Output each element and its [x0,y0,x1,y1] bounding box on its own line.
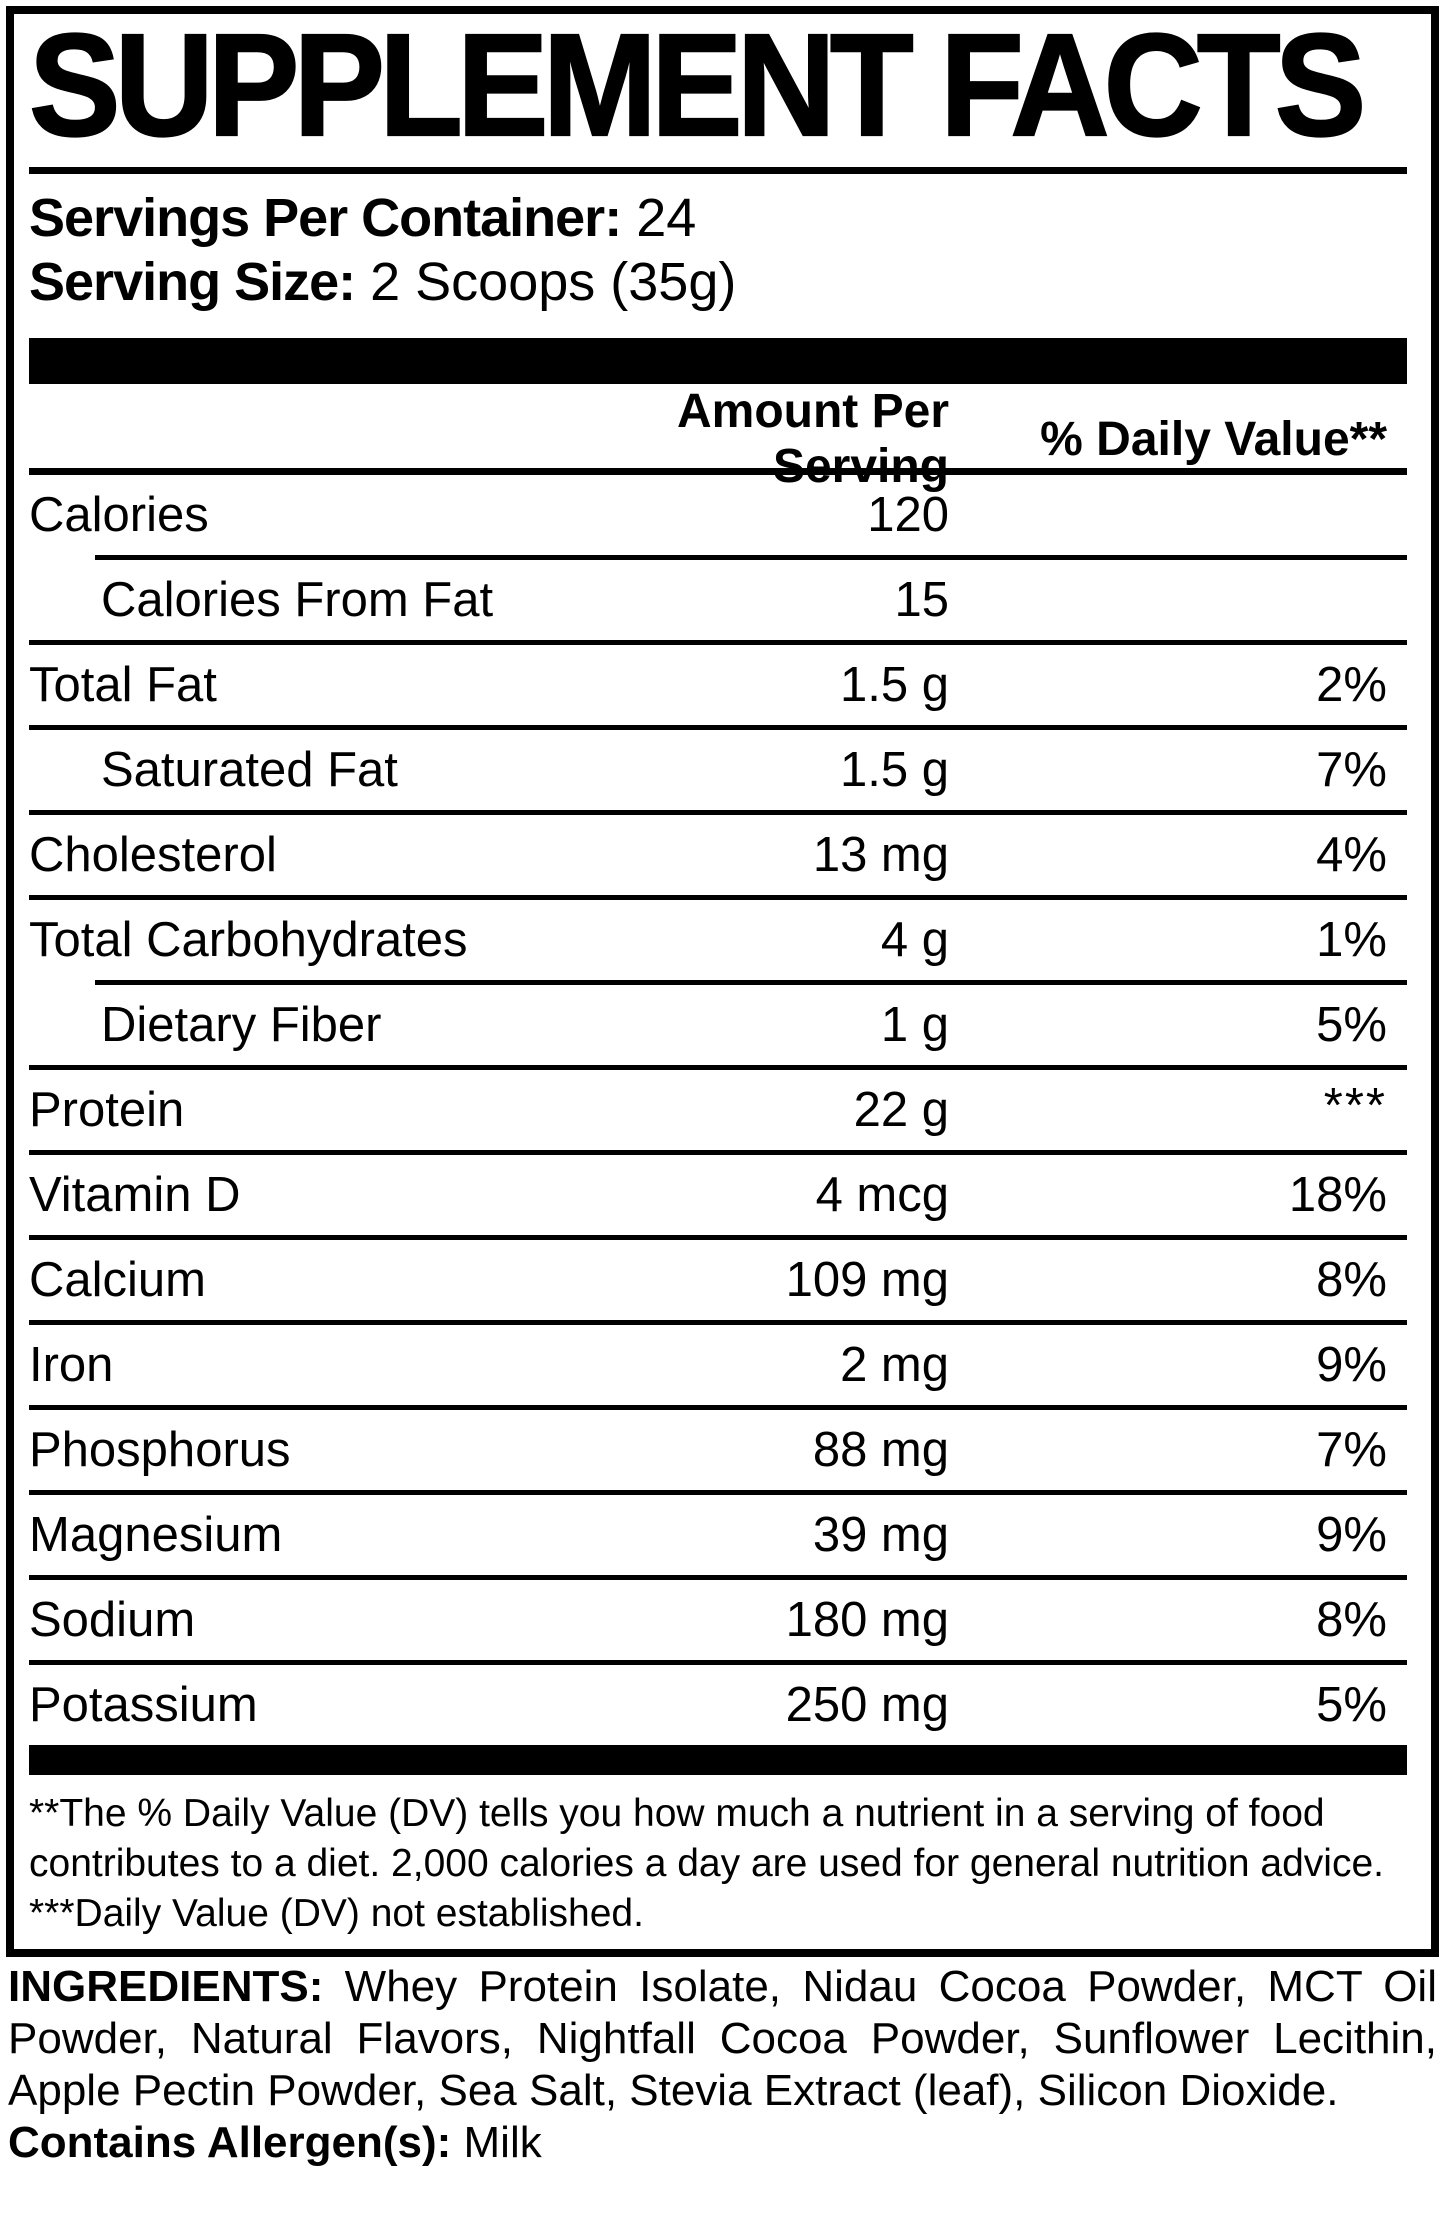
nutrient-amount: 88 mg [812,1423,949,1477]
amount-per-serving-header: Amount Per Serving [676,385,949,493]
nutrient-amount: 1.5 g [840,743,949,797]
footnote-not-established: ***Daily Value (DV) not established. [29,1892,644,1935]
row-separator [29,895,1407,900]
nutrient-amount: 4 mcg [815,1168,949,1222]
section-bar-bottom [29,1745,1407,1775]
facts-box: SUPPLEMENT FACTS Servings Per Container:… [6,6,1439,1957]
nutrient-name: Vitamin D [29,1168,241,1222]
nutrient-name: Calories From Fat [101,573,494,627]
nutrient-name: Magnesium [29,1508,283,1562]
allergen-value: Milk [463,2118,542,2167]
nutrient-amount: 1.5 g [840,658,949,712]
serving-size-label: Serving Size: [29,252,356,312]
row-separator [29,1320,1407,1325]
table-row-dietary-fiber: Dietary Fiber 1 g 5% [29,985,1407,1065]
table-row-magnesium: Magnesium 39 mg 9% [29,1495,1407,1575]
table-row-calories-from-fat: Calories From Fat 15 [29,560,1407,640]
table-row-saturated-fat: Saturated Fat 1.5 g 7% [29,730,1407,810]
row-separator [29,1405,1407,1410]
nutrient-dv: 5% [1316,998,1387,1052]
ingredients-paragraph: INGREDIENTS: Whey Protein Isolate, Nidau… [8,1961,1437,2117]
table-header-row: Amount Per Serving % Daily Value** [29,384,1407,493]
nutrient-dv: 2% [1316,658,1387,712]
servings-per-container-label: Servings Per Container: [29,188,622,248]
table-row-total-fat: Total Fat 1.5 g 2% [29,645,1407,725]
nutrient-dv: 9% [1316,1508,1387,1562]
daily-value-header: % Daily Value** [1040,412,1387,466]
nutrient-dv: 18% [1288,1168,1387,1222]
nutrient-dv: 4% [1316,828,1387,882]
page-title: SUPPLEMENT FACTS [28,3,1367,167]
nutrient-dv: *** [1323,1079,1387,1133]
table-row-cholesterol: Cholesterol 13 mg 4% [29,815,1407,895]
nutrient-dv: 1% [1316,913,1387,967]
footnote-daily-value: **The % Daily Value (DV) tells you how m… [29,1792,1384,1885]
table-row-phosphorus: Phosphorus 88 mg 7% [29,1410,1407,1490]
row-separator-indented [95,555,1407,560]
ingredients-label: INGREDIENTS: [8,1962,324,2011]
nutrient-dv: 8% [1316,1253,1387,1307]
nutrient-amount: 250 mg [785,1678,949,1732]
ingredients-text: Whey Protein Isolate, Nidau Cocoa Powder… [8,1962,1437,2115]
nutrient-amount: 109 mg [785,1253,949,1307]
nutrient-dv: 9% [1316,1338,1387,1392]
nutrient-amount: 1 g [880,998,949,1052]
nutrient-name: Total Fat [29,658,217,712]
nutrient-dv: 7% [1316,743,1387,797]
nutrient-dv: 8% [1316,1593,1387,1647]
allergen-line: Contains Allergen(s): Milk [8,2117,1437,2169]
nutrient-amount: 22 g [853,1083,949,1137]
table-row-potassium: Potassium 250 mg 5% [29,1665,1407,1745]
nutrient-name: Dietary Fiber [101,998,382,1052]
ingredients-section: INGREDIENTS: Whey Protein Isolate, Nidau… [8,1961,1437,2169]
table-row-protein: Protein 22 g *** [29,1070,1407,1150]
row-separator [29,1235,1407,1240]
row-separator-indented [95,980,1407,985]
nutrient-name: Protein [29,1083,185,1137]
row-separator [29,1490,1407,1495]
serving-size-value: 2 Scoops (35g) [370,252,737,312]
nutrient-dv: 5% [1316,1678,1387,1732]
row-separator [29,640,1407,645]
table-row-total-carbohydrates: Total Carbohydrates 4 g 1% [29,900,1407,980]
table-row-iron: Iron 2 mg 9% [29,1325,1407,1405]
header-separator [29,468,1407,475]
nutrient-name: Sodium [29,1593,196,1647]
nutrient-amount: 2 mg [840,1338,949,1392]
nutrient-amount: 13 mg [812,828,949,882]
row-separator [29,1660,1407,1665]
supplement-facts-label: SUPPLEMENT FACTS Servings Per Container:… [0,6,1445,2169]
nutrient-name: Total Carbohydrates [29,913,468,967]
nutrient-name: Calcium [29,1253,206,1307]
nutrient-amount: 180 mg [785,1593,949,1647]
section-bar-top [29,338,1407,384]
row-separator [29,1150,1407,1155]
servings-per-container-value: 24 [636,188,697,248]
nutrient-name: Iron [29,1338,114,1392]
row-separator [29,725,1407,730]
nutrient-amount: 120 [867,488,949,542]
row-separator [29,810,1407,815]
nutrient-name: Potassium [29,1678,258,1732]
table-row-calcium: Calcium 109 mg 8% [29,1240,1407,1320]
title-divider [29,167,1407,174]
table-row-calories: Calories 120 [29,475,1407,555]
servings-per-container-line: Servings Per Container: 24 [29,186,1407,250]
nutrient-amount: 15 [894,573,949,627]
footnotes: **The % Daily Value (DV) tells you how m… [29,1775,1407,1939]
nutrient-name: Phosphorus [29,1423,291,1477]
row-separator [29,1575,1407,1580]
serving-size-line: Serving Size: 2 Scoops (35g) [29,250,1407,314]
nutrient-dv: 7% [1316,1423,1387,1477]
nutrient-name: Saturated Fat [101,743,398,797]
nutrient-amount: 4 g [880,913,949,967]
allergen-label: Contains Allergen(s): [8,2118,452,2167]
nutrient-amount: 39 mg [812,1508,949,1562]
nutrient-name: Calories [29,488,209,542]
table-row-sodium: Sodium 180 mg 8% [29,1580,1407,1660]
table-row-vitamin-d: Vitamin D 4 mcg 18% [29,1155,1407,1235]
nutrient-name: Cholesterol [29,828,277,882]
row-separator [29,1065,1407,1070]
